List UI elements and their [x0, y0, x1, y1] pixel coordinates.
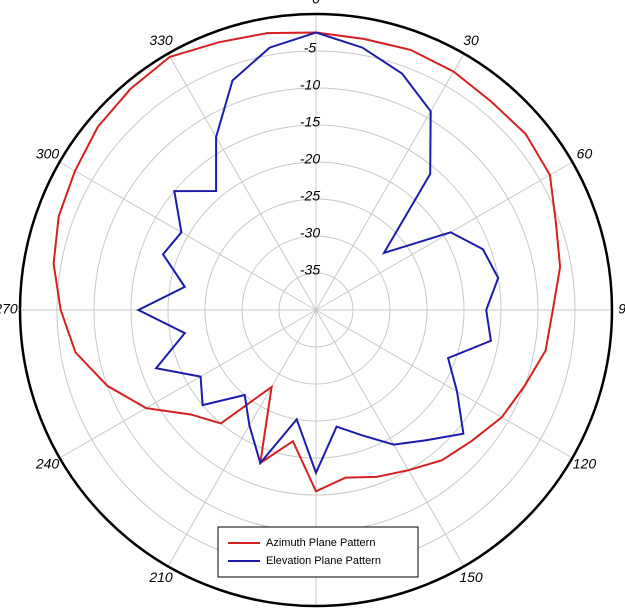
r-tick-label: -35	[300, 262, 320, 278]
grid-spoke	[315, 309, 573, 459]
angle-label: 90	[618, 301, 625, 317]
angle-label: 150	[459, 569, 483, 585]
angle-label: 30	[463, 32, 479, 48]
angle-label: 240	[35, 456, 60, 472]
angle-label: 60	[577, 146, 593, 162]
legend: Azimuth Plane Pattern Elevation Plane Pat…	[217, 526, 419, 578]
angle-label: 180	[304, 611, 328, 613]
grid-spoke	[315, 53, 465, 311]
grid-spoke	[59, 161, 317, 311]
grid-spoke	[59, 309, 317, 459]
r-tick-label: -5	[304, 40, 317, 56]
angle-label: 270	[0, 301, 18, 317]
r-tick-label: -30	[300, 225, 320, 241]
grid-spoke	[315, 161, 573, 311]
grid-spoke	[315, 309, 465, 567]
r-tick-label: -15	[300, 114, 320, 130]
angle-label: 0	[312, 0, 320, 7]
angle-label: 210	[148, 569, 173, 585]
r-tick-label: -20	[300, 151, 320, 167]
series-line	[52, 31, 562, 493]
angle-label: 300	[36, 146, 60, 162]
angle-label: 120	[573, 456, 597, 472]
r-tick-label: -10	[300, 77, 320, 93]
legend-label: Elevation Plane Pattern	[266, 555, 381, 567]
series-line	[136, 31, 500, 476]
legend-box	[217, 526, 419, 578]
grid-spoke	[167, 309, 317, 567]
outer-ring	[18, 12, 614, 608]
angle-label: 330	[149, 32, 173, 48]
r-tick-label: -25	[300, 188, 320, 204]
legend-label: Azimuth Plane Pattern	[266, 537, 375, 549]
grid-spoke	[167, 53, 317, 311]
